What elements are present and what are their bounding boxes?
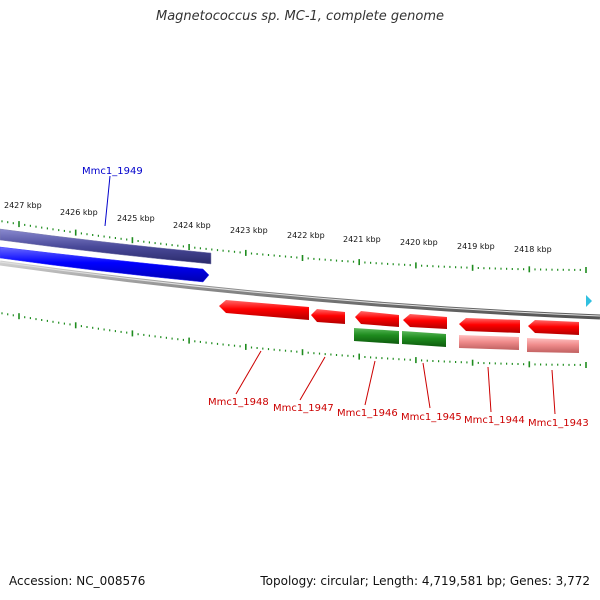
scale-tick-marks xyxy=(1,220,587,273)
tick-label-2424: 2424 kbp xyxy=(173,221,211,230)
tick-label-2426: 2426 kbp xyxy=(60,208,98,217)
gene-mmc1-1946[interactable] xyxy=(355,311,399,327)
accession-text: Accession: NC_008576 xyxy=(9,574,146,588)
tick-label-2421: 2421 kbp xyxy=(343,235,381,244)
inner-tick-track xyxy=(1,312,587,368)
tick-label-2425: 2425 kbp xyxy=(117,214,155,223)
gene-mmc1-1944-pseudo[interactable] xyxy=(459,335,519,350)
gene-mmc1-1946-cds[interactable] xyxy=(354,328,399,344)
label-mmc1-1949[interactable]: Mmc1_1949 xyxy=(82,166,143,177)
gene-mmc1-1945[interactable] xyxy=(403,314,447,329)
genome-title: Magnetococcus sp. MC-1, complete genome xyxy=(155,9,445,24)
gene-mmc1-1944[interactable] xyxy=(459,318,520,333)
gene-labels: Mmc1_1949 Mmc1_1948 Mmc1_1947 Mmc1_1946 … xyxy=(82,166,589,429)
leader-mmc1-1949 xyxy=(104,175,111,227)
leader-mmc1-1948 xyxy=(235,350,262,395)
minus-strand-features xyxy=(0,228,212,283)
gene-mmc1-1949-cds[interactable] xyxy=(0,228,212,265)
tick-label-2418: 2418 kbp xyxy=(514,245,552,254)
gene-mmc1-1949-gene[interactable] xyxy=(0,246,210,283)
label-mmc1-1943[interactable]: Mmc1_1943 xyxy=(528,418,589,429)
leader-mmc1-1944 xyxy=(487,366,492,413)
gene-mmc1-1948[interactable] xyxy=(219,300,309,320)
gene-mmc1-1945-cds[interactable] xyxy=(402,331,446,347)
leader-mmc1-1947 xyxy=(299,356,326,401)
leader-mmc1-1945 xyxy=(422,362,431,409)
gene-label-leaders xyxy=(104,175,556,415)
tick-label-2423: 2423 kbp xyxy=(230,226,268,235)
leader-mmc1-1946 xyxy=(364,360,376,406)
gene-mmc1-1943-pseudo[interactable] xyxy=(527,338,579,353)
label-mmc1-1948[interactable]: Mmc1_1948 xyxy=(208,397,269,408)
label-mmc1-1945[interactable]: Mmc1_1945 xyxy=(401,412,462,423)
genome-summary-text: Topology: circular; Length: 4,719,581 bp… xyxy=(260,574,590,588)
tick-label-2422: 2422 kbp xyxy=(287,231,325,240)
genome-backbone-highlight xyxy=(0,261,600,317)
gene-mmc1-1947[interactable] xyxy=(311,309,345,324)
outer-tick-track: 2427 kbp 2426 kbp 2425 kbp 2424 kbp 2423… xyxy=(1,201,587,273)
label-mmc1-1947[interactable]: Mmc1_1947 xyxy=(273,403,334,414)
scale-tick-labels: 2427 kbp 2426 kbp 2425 kbp 2424 kbp 2423… xyxy=(4,201,552,254)
tick-label-2419: 2419 kbp xyxy=(457,242,495,251)
plus-strand-features xyxy=(219,300,579,353)
tick-label-2420: 2420 kbp xyxy=(400,238,438,247)
genome-backbone xyxy=(0,260,600,320)
position-marker-icon[interactable] xyxy=(586,295,592,307)
gene-mmc1-1943[interactable] xyxy=(528,320,579,335)
leader-mmc1-1943 xyxy=(551,369,556,415)
label-mmc1-1946[interactable]: Mmc1_1946 xyxy=(337,408,398,419)
tick-label-2427: 2427 kbp xyxy=(4,201,42,210)
label-mmc1-1944[interactable]: Mmc1_1944 xyxy=(464,415,525,426)
